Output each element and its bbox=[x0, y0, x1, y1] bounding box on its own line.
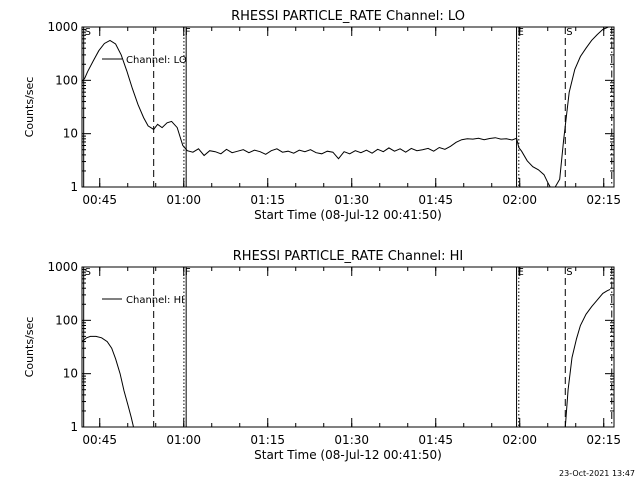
event-marker-label: S bbox=[566, 267, 572, 278]
chart-panel-1: RHESSI PARTICLE_RATE Channel: HI Counts/s… bbox=[23, 249, 621, 462]
figure-timestamp: 23-Oct-2021 13:47 bbox=[559, 469, 635, 478]
x-tick-label: 01:45 bbox=[418, 433, 453, 447]
x-tick-label: 00:45 bbox=[82, 193, 117, 207]
y-axis-label: Counts/sec bbox=[23, 317, 36, 378]
event-marker-label: S bbox=[566, 27, 572, 38]
y-tick-label: 100 bbox=[55, 313, 78, 327]
y-tick-label: 1000 bbox=[47, 260, 78, 274]
x-axis-label: Start Time (08-Jul-12 00:41:50) bbox=[254, 448, 442, 462]
chart-title: RHESSI PARTICLE_RATE Channel: HI bbox=[233, 249, 463, 264]
event-marker-label: F bbox=[185, 27, 191, 38]
event-marker-label: S bbox=[85, 27, 91, 38]
x-tick-label: 00:45 bbox=[82, 433, 117, 447]
x-tick-label: 01:00 bbox=[166, 193, 201, 207]
event-marker-label: E bbox=[518, 27, 524, 38]
x-tick-label: 02:15 bbox=[586, 193, 621, 207]
x-tick-label: 01:15 bbox=[250, 433, 285, 447]
y-tick-label: 10 bbox=[63, 367, 78, 381]
event-marker-label: F bbox=[185, 267, 191, 278]
chart-panel-0: RHESSI PARTICLE_RATE Channel: LO Counts/s… bbox=[23, 9, 621, 222]
y-tick-label: 1000 bbox=[47, 20, 78, 34]
legend-label: Channel: LO bbox=[126, 55, 187, 66]
x-tick-label: 02:00 bbox=[502, 193, 537, 207]
y-tick-label: 1 bbox=[70, 420, 78, 434]
x-tick-label: 01:30 bbox=[334, 193, 369, 207]
x-tick-label: 02:15 bbox=[586, 433, 621, 447]
x-tick-label: 01:30 bbox=[334, 433, 369, 447]
y-tick-label: 1 bbox=[70, 180, 78, 194]
plot-frame bbox=[81, 26, 615, 188]
data-series-line bbox=[81, 26, 612, 188]
event-marker-label: E bbox=[518, 267, 524, 278]
data-series-line bbox=[81, 288, 611, 428]
x-tick-label: 02:00 bbox=[502, 433, 537, 447]
x-tick-label: 01:00 bbox=[166, 433, 201, 447]
legend-label: Channel: HI bbox=[126, 295, 184, 306]
event-marker-label: S bbox=[85, 267, 91, 278]
x-axis-label: Start Time (08-Jul-12 00:41:50) bbox=[254, 208, 442, 222]
y-axis-label: Counts/sec bbox=[23, 77, 36, 138]
x-tick-label: 01:15 bbox=[250, 193, 285, 207]
y-tick-label: 10 bbox=[63, 127, 78, 141]
y-tick-label: 100 bbox=[55, 73, 78, 87]
x-tick-label: 01:45 bbox=[418, 193, 453, 207]
plot-frame bbox=[81, 266, 615, 428]
chart-title: RHESSI PARTICLE_RATE Channel: LO bbox=[231, 9, 465, 24]
